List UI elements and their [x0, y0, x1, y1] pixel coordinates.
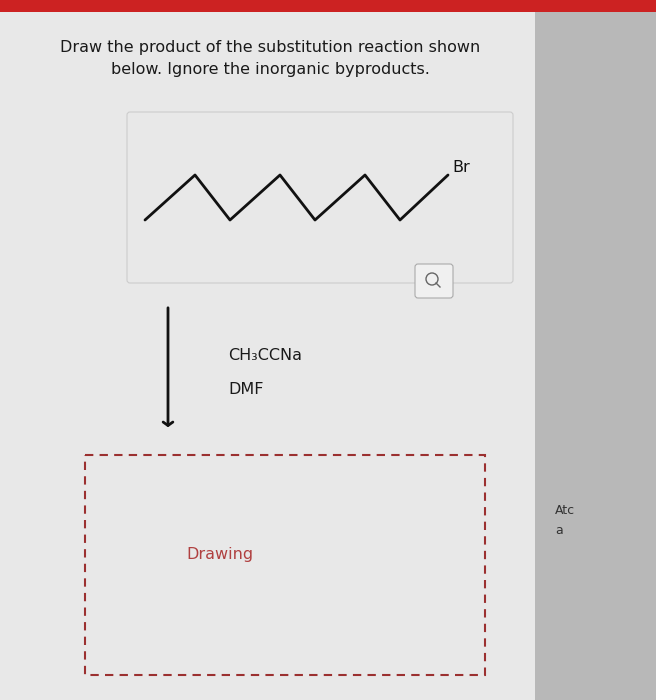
- FancyBboxPatch shape: [127, 112, 513, 283]
- Bar: [0, 0, 656, 12]
- Text: CH₃CCNa: CH₃CCNa: [228, 347, 302, 363]
- Text: Br: Br: [452, 160, 470, 176]
- Text: Draw the product of the substitution reaction shown: Draw the product of the substitution rea…: [60, 40, 480, 55]
- Text: DMF: DMF: [228, 382, 264, 398]
- Text: a: a: [555, 524, 563, 536]
- Text: Drawing: Drawing: [186, 547, 254, 563]
- Text: below. Ignore the inorganic byproducts.: below. Ignore the inorganic byproducts.: [111, 62, 430, 77]
- Text: Atc: Atc: [555, 503, 575, 517]
- Bar: [535, 0, 656, 700]
- FancyBboxPatch shape: [415, 264, 453, 298]
- Bar: [85, 455, 485, 675]
